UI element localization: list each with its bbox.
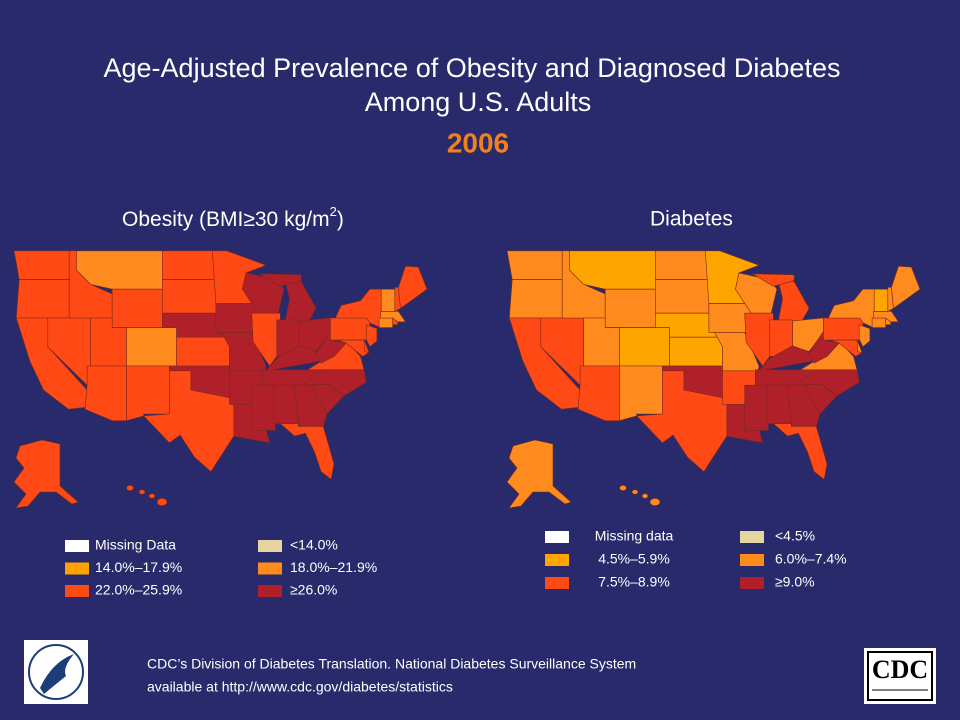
diabetes-map bbox=[506, 250, 921, 509]
state bbox=[619, 327, 670, 367]
state bbox=[772, 423, 828, 480]
legend-label: 4.5%–5.9% bbox=[598, 551, 670, 567]
state bbox=[279, 423, 335, 480]
state bbox=[758, 345, 814, 372]
state bbox=[641, 493, 649, 499]
state bbox=[744, 312, 774, 367]
title-line: Among U.S. Adults bbox=[365, 87, 592, 117]
state bbox=[636, 370, 728, 473]
state bbox=[744, 384, 769, 431]
legend-swatch bbox=[740, 554, 764, 566]
state bbox=[251, 384, 276, 431]
legend-label: <4.5% bbox=[775, 528, 815, 544]
state bbox=[176, 336, 230, 367]
legend-label: Missing Data bbox=[95, 537, 176, 553]
state bbox=[330, 317, 371, 341]
state bbox=[858, 324, 871, 348]
state bbox=[669, 336, 723, 367]
logo-text: CDC bbox=[872, 655, 928, 684]
hhs-logo bbox=[24, 640, 88, 704]
legend-swatch bbox=[258, 562, 282, 575]
state bbox=[619, 365, 663, 422]
state bbox=[251, 312, 281, 367]
legend-swatch bbox=[65, 540, 89, 552]
state bbox=[398, 265, 428, 309]
state bbox=[619, 485, 627, 491]
state bbox=[126, 365, 170, 422]
state bbox=[111, 288, 163, 328]
legend-label: ≥9.0% bbox=[775, 574, 815, 590]
state bbox=[363, 338, 370, 354]
legend-label: 7.5%–8.9% bbox=[598, 574, 670, 590]
state bbox=[873, 288, 889, 312]
state bbox=[13, 439, 79, 509]
state bbox=[649, 498, 661, 506]
state bbox=[258, 273, 302, 287]
state bbox=[506, 250, 563, 280]
map-title-part: ) bbox=[337, 208, 344, 231]
state bbox=[380, 310, 407, 323]
legend-swatch bbox=[545, 577, 569, 589]
state bbox=[654, 250, 709, 280]
legend-swatch bbox=[258, 540, 282, 552]
state bbox=[856, 338, 863, 354]
state bbox=[138, 489, 146, 495]
state bbox=[891, 265, 921, 309]
legend-label: ≥26.0% bbox=[290, 582, 337, 598]
state bbox=[873, 310, 900, 323]
state bbox=[654, 279, 710, 314]
map-title-part: 2 bbox=[330, 204, 337, 219]
state bbox=[162, 279, 217, 314]
legend: Missing data 4.5%–5.9% 7.5%–8.9% <4.5% 6.0%–… bbox=[545, 528, 847, 590]
title-line: Age-Adjusted Prevalence of Obesity and D… bbox=[104, 53, 841, 83]
state bbox=[871, 317, 887, 328]
legend-label: 6.0%–7.4% bbox=[775, 551, 847, 567]
logo-frame bbox=[867, 651, 933, 701]
state bbox=[365, 324, 378, 348]
obesity-map bbox=[13, 250, 428, 509]
cdc-logo: CDC bbox=[864, 648, 936, 704]
legend-swatch bbox=[740, 577, 764, 589]
source-line: available at http://www.cdc.gov/diabetes… bbox=[147, 679, 453, 695]
logo-ring bbox=[28, 644, 84, 700]
legend-swatch bbox=[258, 585, 282, 597]
state bbox=[15, 279, 70, 319]
state bbox=[380, 288, 396, 312]
state bbox=[823, 317, 864, 341]
legend-swatch bbox=[65, 585, 89, 597]
source-line: CDC’s Division of Diabetes Translation. … bbox=[147, 656, 636, 672]
state bbox=[143, 370, 235, 473]
legend-swatch bbox=[740, 531, 764, 543]
legend-swatch bbox=[545, 531, 569, 543]
state bbox=[751, 273, 795, 287]
logo-box bbox=[864, 648, 936, 704]
state bbox=[508, 279, 563, 319]
legend: Missing Data 14.0%–17.9% 22.0%–25.9% <14.0%… bbox=[65, 537, 377, 598]
state bbox=[148, 493, 156, 499]
state bbox=[631, 489, 639, 495]
legend-swatch bbox=[545, 554, 569, 566]
state bbox=[156, 498, 168, 506]
legend-label: 18.0%–21.9% bbox=[290, 559, 377, 575]
state bbox=[506, 439, 572, 509]
map-title: Diabetes bbox=[650, 208, 733, 231]
legend-swatch bbox=[65, 562, 89, 575]
legend-label: <14.0% bbox=[290, 537, 338, 553]
legend-label: 14.0%–17.9% bbox=[95, 559, 182, 575]
state bbox=[13, 250, 70, 280]
legend-label: Missing data bbox=[595, 528, 674, 544]
map-title: Obesity (BMI≥30 kg/m2) bbox=[122, 204, 344, 230]
state bbox=[378, 317, 394, 328]
state bbox=[126, 485, 134, 491]
year: 2006 bbox=[447, 127, 509, 158]
map-title-part: Obesity (BMI≥30 kg/m bbox=[122, 208, 330, 231]
state bbox=[604, 288, 656, 328]
logo-eagle bbox=[40, 654, 74, 694]
legend-label: 22.0%–25.9% bbox=[95, 582, 182, 598]
state bbox=[162, 250, 216, 280]
state bbox=[126, 327, 177, 367]
state bbox=[265, 345, 321, 372]
